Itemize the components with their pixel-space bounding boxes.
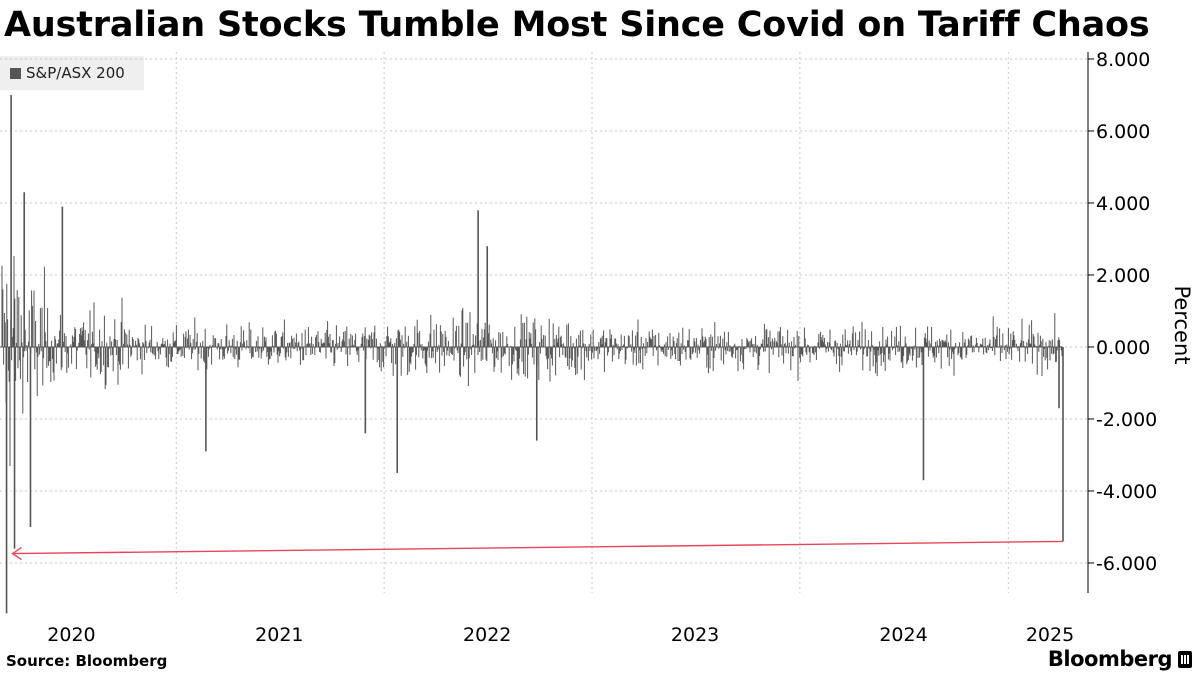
y-tick-label: 2.000 <box>1096 265 1150 287</box>
legend-label: S&P/ASX 200 <box>26 64 125 82</box>
x-tick-label: 2024 <box>879 624 927 646</box>
bloomberg-icon <box>1178 650 1192 668</box>
bar-layer <box>0 95 1064 614</box>
source-note: Source: Bloomberg <box>6 652 168 670</box>
x-tick-label: 2021 <box>255 624 303 646</box>
y-tick-label: -6.000 <box>1096 553 1157 575</box>
x-tick-label: 2023 <box>671 624 719 646</box>
x-tick-label: 2025 <box>1026 624 1074 646</box>
chart-title: Australian Stocks Tumble Most Since Covi… <box>4 5 1150 45</box>
legend-swatch <box>10 67 21 79</box>
x-tick-label: 2020 <box>47 624 95 646</box>
trend-layer <box>11 540 1064 561</box>
y-tick-label: -4.000 <box>1096 481 1157 503</box>
grid-layer <box>0 52 1088 593</box>
x-tick-label: 2022 <box>463 624 511 646</box>
axis-layer: 8.000 6.000 4.000 2.000 0.000 -2.000 -4.000 -6.… <box>47 49 1157 646</box>
legend: S&P/ASX 200 <box>0 56 144 90</box>
y-tick-label: 6.000 <box>1096 121 1150 143</box>
brand-logo: Bloomberg <box>1048 647 1192 671</box>
y-tick-label: 0.000 <box>1096 337 1150 359</box>
y-tick-label: -2.000 <box>1096 409 1157 431</box>
brand-name: Bloomberg <box>1047 647 1173 671</box>
y-tick-label: 8.000 <box>1096 49 1150 71</box>
y-tick-label: 4.000 <box>1096 193 1150 215</box>
trendline <box>12 540 1064 555</box>
y-axis-label: Percent <box>1170 285 1194 364</box>
trendline-arrowhead <box>11 547 22 561</box>
